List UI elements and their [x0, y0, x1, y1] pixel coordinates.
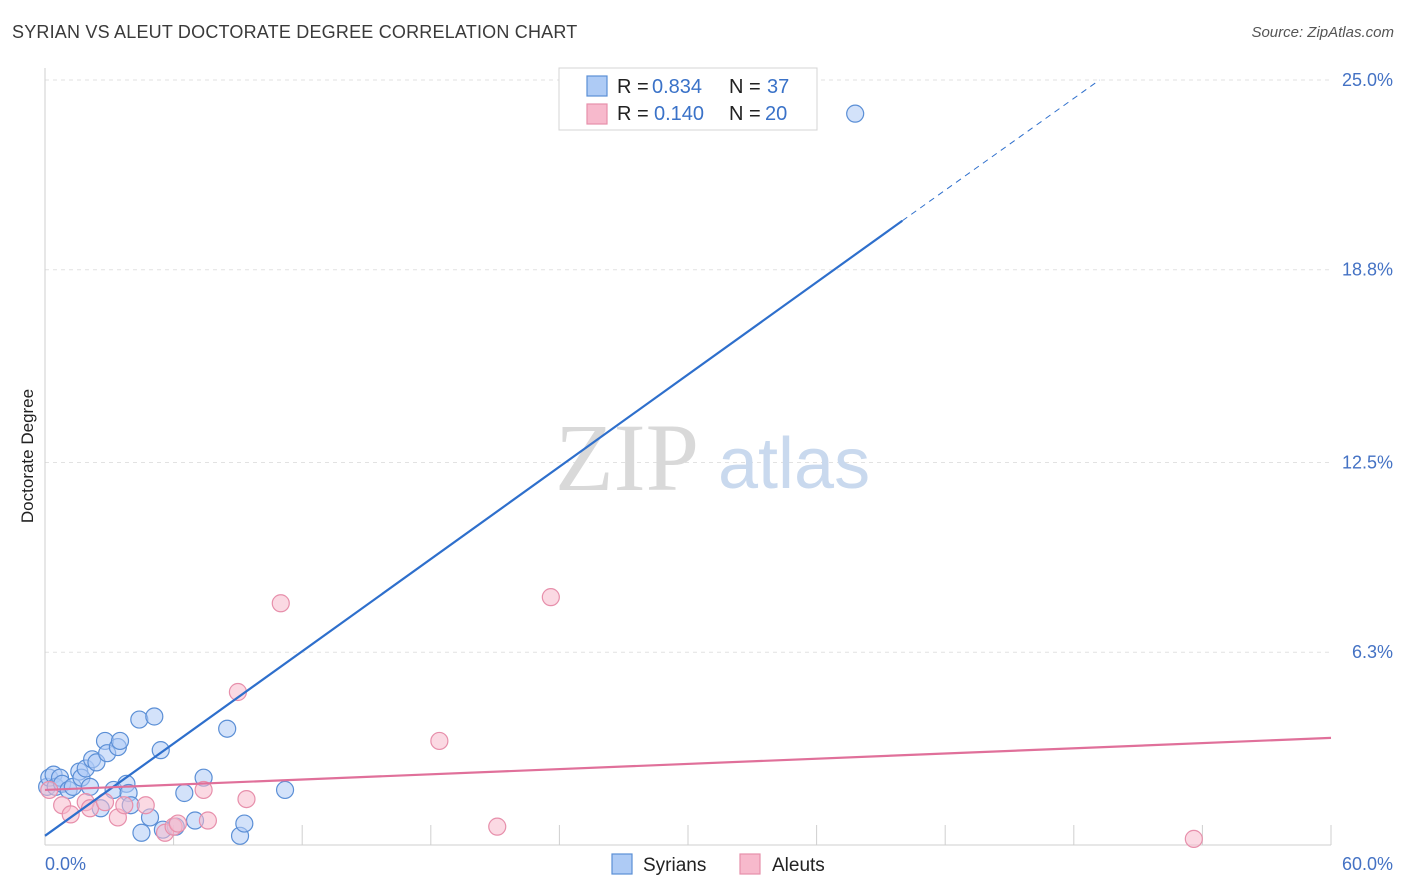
aleut-point	[541, 588, 560, 607]
legend-r-label-aleuts: R =	[617, 103, 649, 125]
aleut-point	[430, 731, 449, 751]
series-legend-label-aleuts: Aleuts	[772, 855, 825, 876]
y-tick-label: 6.3%	[1352, 642, 1393, 662]
watermark: ZIP atlas	[555, 404, 870, 511]
legend-n-value-aleuts: 20	[765, 103, 787, 125]
y-tick-labels: 6.3% 12.5% 18.8% 25.0%	[1342, 70, 1393, 662]
y-tick-label: 25.0%	[1342, 70, 1393, 90]
y-tick-label: 12.5%	[1342, 453, 1393, 473]
aleut-point	[168, 814, 187, 833]
x-tick-labels: 0.0% 60.0%	[45, 854, 1393, 874]
legend-swatch-syrians	[586, 75, 608, 97]
syrian-point	[130, 710, 149, 729]
chart-title: SYRIAN VS ALEUT DOCTORATE DEGREE CORRELA…	[12, 22, 578, 42]
aleut-point	[198, 811, 217, 830]
syrian-point	[846, 104, 865, 123]
syrian-point	[145, 707, 164, 726]
gridlines	[45, 79, 1331, 653]
watermark-atlas: atlas	[718, 424, 870, 504]
source-label: Source: ZipAtlas.com	[1251, 24, 1394, 41]
y-axis-label: Doctorate Degree	[18, 389, 37, 523]
aleut-point	[136, 796, 155, 815]
legend-n-value-syrians: 37	[767, 76, 789, 98]
series-legend-swatch-aleuts	[739, 853, 761, 875]
aleut-point	[61, 805, 80, 824]
syrian-trend-extension	[902, 79, 1100, 222]
legend-swatch-aleuts	[586, 103, 608, 125]
trend-lines	[44, 79, 1332, 837]
watermark-zip: ZIP	[555, 404, 699, 511]
series-legend: Syrians Aleuts	[611, 853, 825, 876]
series-legend-label-syrians: Syrians	[643, 855, 706, 876]
syrian-point	[110, 731, 130, 751]
syrian-point	[218, 719, 237, 738]
y-tick-label: 18.8%	[1342, 260, 1393, 280]
syrian-point	[235, 814, 254, 833]
aleut-point	[488, 817, 507, 836]
legend-n-label-aleuts: N =	[729, 103, 761, 125]
legend-r-value-syrians: 0.834	[652, 76, 702, 98]
syrian-trend-line	[44, 219, 903, 837]
syrian-point	[275, 780, 295, 800]
legend-r-label-syrians: R =	[617, 76, 649, 98]
aleut-point	[1184, 829, 1203, 848]
legend-r-value-aleuts: 0.140	[654, 103, 704, 125]
aleut-point	[237, 789, 256, 809]
aleut-trend-line	[44, 736, 1332, 792]
aleut-point	[271, 594, 290, 613]
x-tick-label: 60.0%	[1342, 854, 1393, 874]
stats-legend: R = 0.834 N = 37 R = 0.140 N = 20	[558, 67, 818, 131]
syrian-point	[175, 783, 194, 803]
x-tick-label: 0.0%	[45, 854, 86, 874]
aleut-point	[115, 796, 134, 815]
x-ticks	[173, 825, 1332, 845]
data-points	[38, 104, 1203, 848]
aleut-point	[194, 780, 213, 800]
syrian-point	[151, 741, 170, 760]
syrian-point	[132, 823, 151, 842]
series-legend-swatch-syrians	[611, 853, 633, 875]
legend-n-label-syrians: N =	[729, 76, 761, 98]
